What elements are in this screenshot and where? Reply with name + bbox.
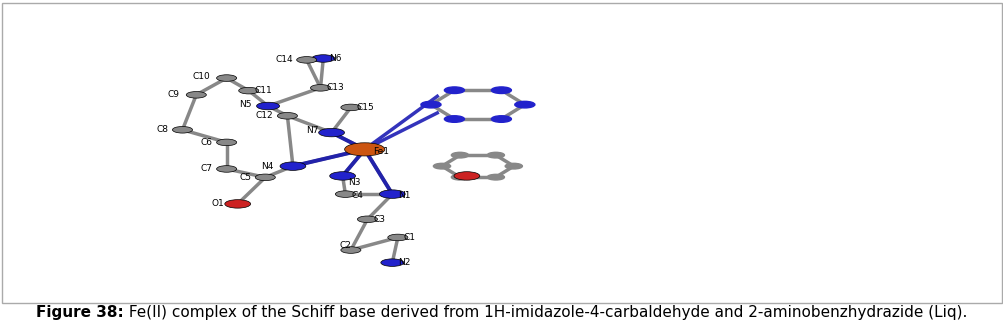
Text: C12: C12 (256, 111, 273, 120)
Text: C2: C2 (339, 241, 351, 250)
Text: C7: C7 (201, 164, 213, 173)
Text: Fe(II) complex of the Schiff base derived from 1H-imidazole-4-carbaldehyde and 2: Fe(II) complex of the Schiff base derive… (124, 305, 967, 320)
Circle shape (318, 128, 344, 137)
Circle shape (329, 172, 355, 180)
Circle shape (379, 190, 405, 198)
Circle shape (310, 85, 330, 91)
Circle shape (453, 172, 479, 180)
Circle shape (387, 234, 407, 241)
Circle shape (280, 162, 306, 170)
Circle shape (173, 126, 193, 133)
Circle shape (451, 152, 468, 158)
Text: C13: C13 (326, 83, 344, 92)
Circle shape (444, 87, 464, 93)
Circle shape (255, 174, 275, 181)
Circle shape (515, 101, 535, 108)
Circle shape (380, 259, 403, 266)
Text: N5: N5 (239, 100, 252, 109)
Text: C15: C15 (356, 103, 374, 112)
Circle shape (486, 174, 504, 180)
Text: Figure 38:: Figure 38: (36, 305, 124, 320)
Text: C6: C6 (201, 138, 213, 147)
Text: N7: N7 (306, 126, 318, 135)
Text: C4: C4 (351, 191, 363, 200)
Text: C3: C3 (373, 215, 385, 224)
Circle shape (257, 102, 279, 110)
Circle shape (490, 87, 511, 93)
Circle shape (420, 101, 440, 108)
Text: C5: C5 (240, 173, 251, 182)
Circle shape (187, 91, 207, 98)
Circle shape (297, 57, 317, 63)
Text: C14: C14 (275, 55, 293, 64)
Circle shape (505, 163, 522, 169)
Text: N6: N6 (329, 54, 341, 63)
Circle shape (217, 166, 237, 172)
Text: C1: C1 (403, 233, 415, 242)
Circle shape (312, 55, 334, 62)
Circle shape (239, 88, 259, 94)
Text: C11: C11 (254, 86, 272, 95)
FancyBboxPatch shape (2, 3, 1001, 303)
Circle shape (486, 152, 504, 158)
Circle shape (344, 143, 384, 156)
Circle shape (357, 216, 377, 222)
Circle shape (341, 104, 361, 111)
Text: C8: C8 (156, 125, 169, 134)
Text: N3: N3 (348, 178, 360, 187)
Circle shape (444, 116, 464, 122)
Circle shape (341, 247, 361, 253)
Circle shape (335, 191, 355, 197)
Circle shape (217, 139, 237, 146)
Text: N4: N4 (261, 162, 274, 171)
Circle shape (451, 174, 468, 180)
Circle shape (225, 200, 251, 208)
Circle shape (277, 113, 297, 119)
Text: C9: C9 (168, 90, 180, 99)
Text: Fe1: Fe1 (373, 147, 389, 156)
Text: N1: N1 (397, 191, 410, 200)
Circle shape (217, 75, 237, 81)
Text: N2: N2 (397, 258, 410, 267)
Text: C10: C10 (192, 72, 210, 81)
Circle shape (433, 163, 450, 169)
Text: O1: O1 (212, 199, 225, 208)
Circle shape (490, 116, 511, 122)
